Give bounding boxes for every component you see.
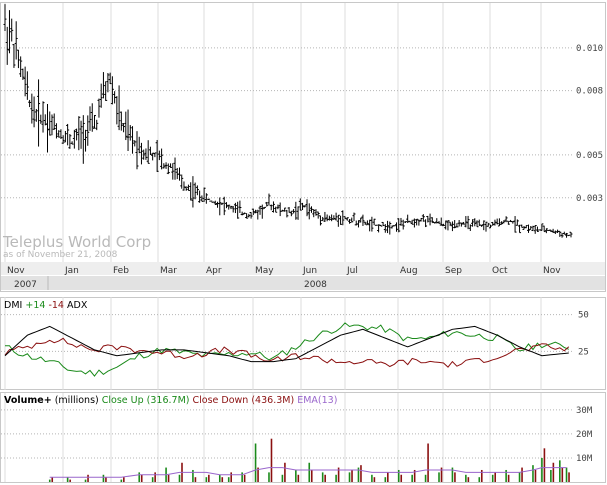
month-tick-label: Jun xyxy=(302,266,317,276)
price-panel-frame xyxy=(0,2,606,292)
adx-legend: ADX xyxy=(67,300,88,311)
year-tick-label: 2008 xyxy=(304,280,327,290)
dmi-y-tick-label: 50 xyxy=(578,311,589,321)
volume-legend-label: Volume+ xyxy=(4,395,52,406)
month-tick-label: Jul xyxy=(346,266,358,276)
month-tick-label: Apr xyxy=(206,266,222,276)
price-y-tick-label: 0.008 xyxy=(576,87,603,97)
year-strip xyxy=(1,276,605,290)
price-y-tick-label: 0.005 xyxy=(576,151,603,161)
month-strip xyxy=(1,262,605,275)
volume-unit-legend: (millions) xyxy=(55,395,99,406)
plus-di-legend: +14 xyxy=(25,300,45,311)
volume-y-tick-label: 20M xyxy=(576,430,593,440)
price-y-tick-label: 0.003 xyxy=(576,194,603,204)
month-tick-label: Mar xyxy=(160,266,177,276)
month-tick-label: Jan xyxy=(64,266,79,276)
dmi-panel-frame xyxy=(0,297,606,390)
chart-title-watermark: Teleplus World Corp xyxy=(2,233,151,251)
dmi-legend-label: DMI xyxy=(4,300,22,311)
volume-panel-frame xyxy=(0,392,606,483)
month-tick-label: Feb xyxy=(113,266,129,276)
dmi-legend-title: DMI +14 -14 ADX xyxy=(4,300,88,311)
adx-line xyxy=(4,325,569,363)
month-tick-label: May xyxy=(255,266,274,276)
chart-subtitle-watermark: as of November 21, 2008 xyxy=(3,250,118,260)
month-tick-label: Oct xyxy=(492,266,508,276)
month-tick-label: Aug xyxy=(400,266,418,276)
minus-di-legend: -14 xyxy=(48,300,64,311)
minus-di-line xyxy=(4,337,570,368)
year-tick-label: 2007 xyxy=(14,280,37,290)
ema-legend: EMA(13) xyxy=(297,395,337,406)
volume-legend: Volume+ (millions) Close Up (316.7M) Clo… xyxy=(4,395,337,406)
dmi-y-tick-label: 25 xyxy=(578,347,589,357)
volume-ema-line xyxy=(49,467,567,478)
volume-y-tick-label: 30M xyxy=(576,406,593,416)
month-tick-label: Nov xyxy=(7,266,25,276)
month-tick-label: Nov xyxy=(543,266,561,276)
price-y-tick-label: 0.010 xyxy=(576,44,603,54)
month-tick-label: Sep xyxy=(445,266,462,276)
volume-y-tick-label: 10M xyxy=(576,454,593,464)
close-up-legend: Close Up (316.7M) xyxy=(102,395,190,406)
plus-di-line xyxy=(4,322,569,377)
close-down-legend: Close Down (436.3M) xyxy=(193,395,295,406)
